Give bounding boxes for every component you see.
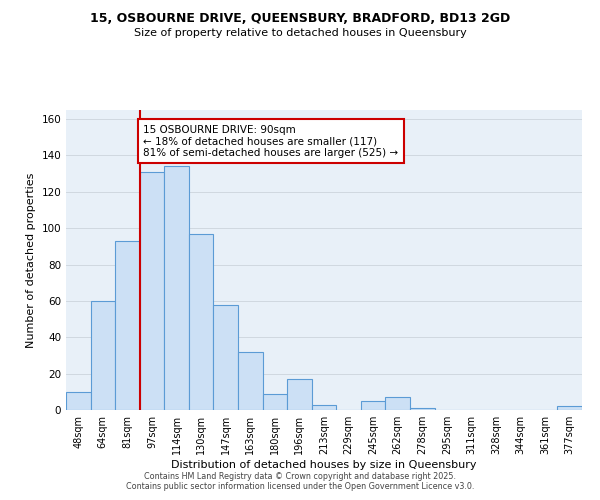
- Bar: [557, 406, 582, 410]
- Bar: [385, 398, 410, 410]
- Y-axis label: Number of detached properties: Number of detached properties: [26, 172, 36, 348]
- Bar: [91, 301, 115, 410]
- Bar: [115, 241, 140, 410]
- Bar: [287, 379, 312, 410]
- Text: 15, OSBOURNE DRIVE, QUEENSBURY, BRADFORD, BD13 2GD: 15, OSBOURNE DRIVE, QUEENSBURY, BRADFORD…: [90, 12, 510, 26]
- Bar: [189, 234, 214, 410]
- Bar: [66, 392, 91, 410]
- Bar: [238, 352, 263, 410]
- Text: Contains HM Land Registry data © Crown copyright and database right 2025.: Contains HM Land Registry data © Crown c…: [144, 472, 456, 481]
- Bar: [164, 166, 189, 410]
- Bar: [140, 172, 164, 410]
- Bar: [361, 401, 385, 410]
- Bar: [214, 304, 238, 410]
- X-axis label: Distribution of detached houses by size in Queensbury: Distribution of detached houses by size …: [171, 460, 477, 470]
- Text: Contains public sector information licensed under the Open Government Licence v3: Contains public sector information licen…: [126, 482, 474, 491]
- Text: 15 OSBOURNE DRIVE: 90sqm
← 18% of detached houses are smaller (117)
81% of semi-: 15 OSBOURNE DRIVE: 90sqm ← 18% of detach…: [143, 124, 398, 158]
- Text: Size of property relative to detached houses in Queensbury: Size of property relative to detached ho…: [134, 28, 466, 38]
- Bar: [410, 408, 434, 410]
- Bar: [263, 394, 287, 410]
- Bar: [312, 404, 336, 410]
